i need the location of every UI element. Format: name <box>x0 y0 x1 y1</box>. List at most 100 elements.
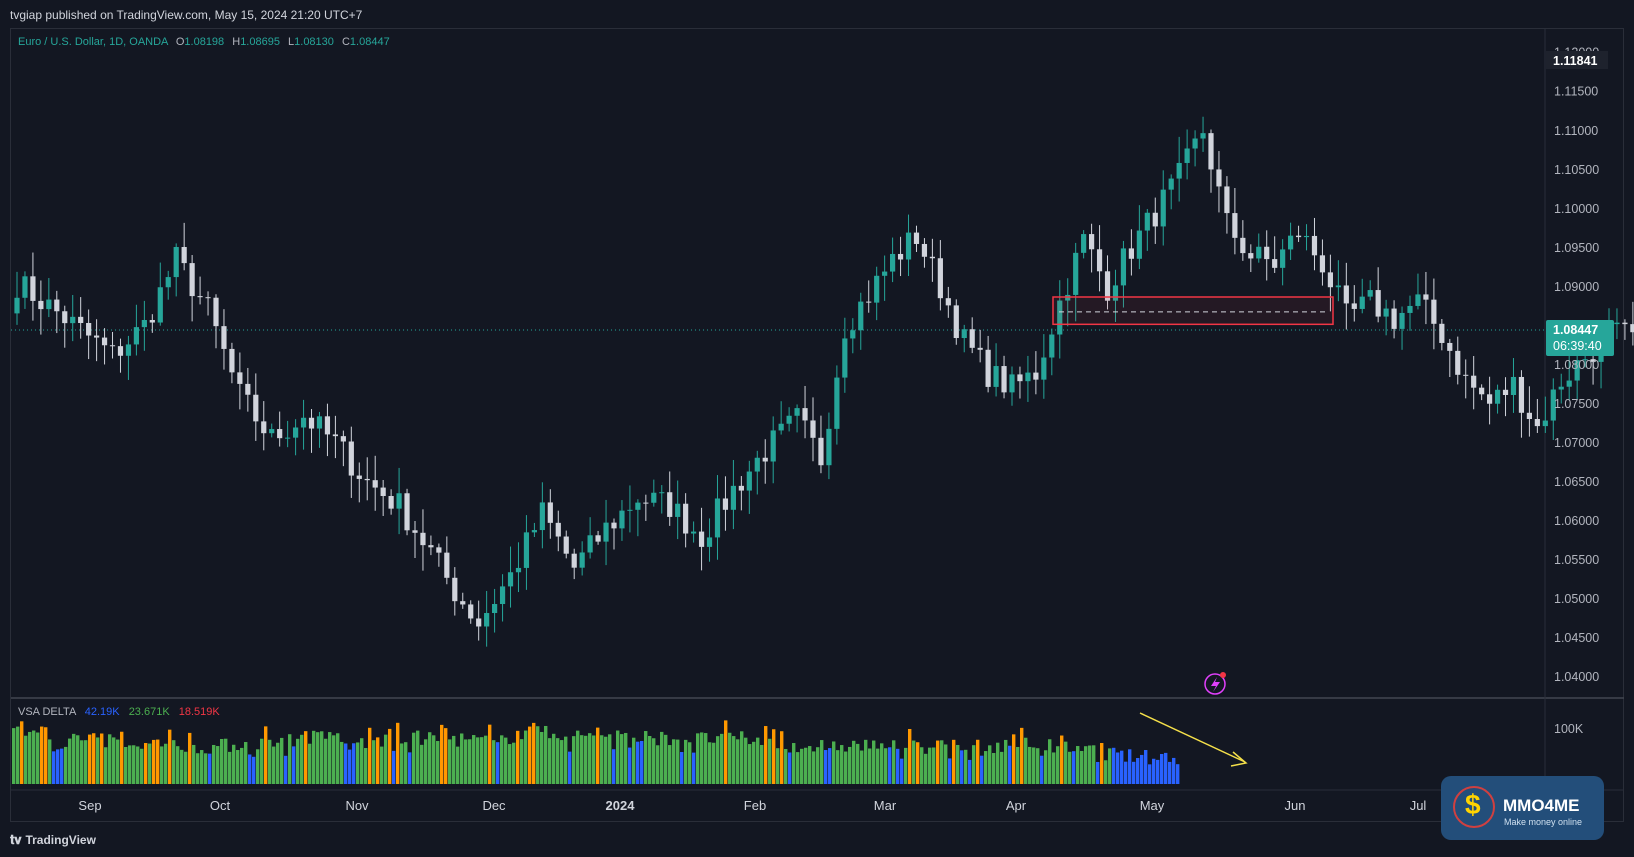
volume-bar <box>768 738 772 784</box>
candle-body <box>1240 237 1246 254</box>
volume-bar <box>308 743 312 784</box>
candle-body <box>173 247 179 278</box>
candle-body <box>1144 212 1150 231</box>
candle-body <box>977 347 983 350</box>
volume-bar <box>944 744 948 784</box>
candle-body <box>117 346 124 356</box>
last-price-box <box>1546 320 1614 357</box>
candle-body <box>412 530 418 533</box>
candle-body <box>1367 290 1373 297</box>
candle-body <box>221 326 227 349</box>
volume-bar <box>1016 746 1020 784</box>
volume-bar <box>732 736 736 784</box>
volume-bar <box>780 731 784 784</box>
volume-bar <box>76 735 80 784</box>
volume-bar <box>828 748 832 784</box>
price-top-label: 1.11841 <box>1553 54 1598 68</box>
volume-bar <box>1028 746 1032 784</box>
volume-bar <box>500 735 504 784</box>
candle-body <box>141 320 147 328</box>
candle-body <box>1089 234 1095 250</box>
volume-bar <box>1008 745 1012 784</box>
candle-body <box>269 429 275 434</box>
volume-bar <box>412 732 416 784</box>
volume-bar <box>268 739 272 784</box>
candle-body <box>627 509 633 511</box>
volume-bar <box>724 720 728 784</box>
overlays <box>1052 296 1334 767</box>
candle-body <box>1566 380 1572 387</box>
volume-bar <box>664 734 668 784</box>
candle-body <box>1216 169 1222 187</box>
volume-bar <box>380 746 384 784</box>
candle-body <box>985 349 991 387</box>
candle-body <box>1526 412 1532 419</box>
volume-bar <box>960 750 964 784</box>
volume-bar <box>1000 751 1004 784</box>
volume-bar <box>64 746 68 784</box>
candle-body <box>651 492 657 503</box>
volume-bar <box>516 730 520 784</box>
candle-body <box>1439 323 1445 343</box>
volume-bar <box>712 742 716 784</box>
candle-body <box>722 498 729 510</box>
volume-bar <box>328 732 332 784</box>
candle-body <box>492 604 498 614</box>
volume-bar <box>940 740 944 784</box>
volume-bar <box>44 727 48 784</box>
candle-body <box>1550 389 1556 421</box>
candle-body <box>619 510 625 529</box>
candle-body <box>1033 372 1039 380</box>
volume-bar <box>1044 750 1048 784</box>
candle-body <box>1017 374 1023 382</box>
volume-bar <box>1144 750 1148 784</box>
volume-bar <box>464 739 468 784</box>
candle-body <box>293 427 299 438</box>
candle-body <box>133 327 139 345</box>
tradingview-brand[interactable]: 𝐭𝐯 TradingView <box>10 832 96 848</box>
volume-bar <box>224 738 228 784</box>
volume-bar <box>524 730 528 784</box>
vsa-name: VSA DELTA <box>18 706 76 718</box>
candle-body <box>1375 290 1381 317</box>
volume-bar <box>592 735 596 784</box>
candle-body <box>1009 374 1015 393</box>
time-axis[interactable]: Sep Oct Nov Dec 2024 Feb Mar Apr May Jun Jul <box>78 798 1426 813</box>
candle-body <box>730 485 736 510</box>
candle-body <box>78 316 84 323</box>
candle-body <box>1415 294 1421 306</box>
badge-subtitle: Make money online <box>1504 817 1583 827</box>
candle-body <box>1096 249 1103 272</box>
volume-bar <box>96 737 100 784</box>
candle-body <box>746 471 752 491</box>
top-bar: tvgiap published on TradingView.com, May… <box>0 0 1634 28</box>
volume-bar <box>336 733 340 784</box>
volume-bar <box>480 737 484 784</box>
alert-icon <box>1204 673 1226 695</box>
volume-bar <box>56 749 60 784</box>
time-axis-label: Apr <box>1006 798 1027 813</box>
volume-bar <box>248 754 252 784</box>
candle-body <box>499 586 506 605</box>
price-scale[interactable]: 1.120001.115001.110001.105001.100001.095… <box>1546 46 1614 789</box>
volume-bar <box>1156 759 1160 784</box>
volume-bar <box>812 751 816 784</box>
vsa-value-1: 42.19K <box>84 706 120 718</box>
volume-bars <box>12 720 1180 784</box>
candle-body <box>738 485 744 491</box>
volume-bar <box>1076 746 1080 784</box>
candle-body <box>1128 248 1134 259</box>
volume-bar <box>104 747 108 784</box>
candle-body <box>1224 186 1230 214</box>
candle-body <box>929 256 935 259</box>
volume-bar <box>1120 750 1124 784</box>
volume-bar <box>928 747 932 784</box>
volume-bar <box>900 758 904 784</box>
volume-bar <box>532 722 536 784</box>
volume-bar <box>620 734 624 784</box>
candle-body <box>205 297 211 299</box>
volume-bar <box>1036 748 1040 784</box>
volume-bar <box>100 733 104 784</box>
volume-bar <box>240 747 244 784</box>
